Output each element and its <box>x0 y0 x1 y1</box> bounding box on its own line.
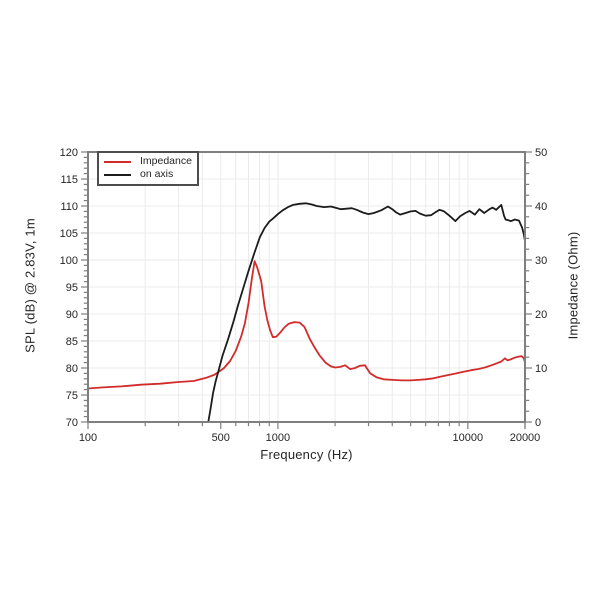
legend-label: on axis <box>140 168 174 180</box>
x-axis-title: Frequency (Hz) <box>260 447 353 462</box>
series <box>88 202 525 422</box>
y-left-tick-label: 95 <box>66 282 78 294</box>
y-left-tick-label: 90 <box>66 309 78 321</box>
y-left-tick-label: 115 <box>60 174 78 186</box>
impedance-line-sample <box>104 160 131 163</box>
y-left-tick-label: 105 <box>60 228 78 240</box>
y-axis-title-right: Impedance (Ohm) <box>565 231 581 340</box>
on-axis-curve <box>207 202 525 422</box>
y-left-tick-label: 80 <box>66 363 78 375</box>
x-tick-label: 500 <box>212 432 230 444</box>
legend: Impedance on axis <box>97 151 199 186</box>
y-right-tick-label: 0 <box>535 417 541 429</box>
y-right-tick-label: 30 <box>535 255 547 267</box>
x-tick-label: 100 <box>79 432 97 444</box>
plot-border <box>87 151 526 423</box>
y-right-tick-label: 40 <box>535 201 547 213</box>
y-left-tick-label: 70 <box>66 417 78 429</box>
grid <box>88 152 525 422</box>
y-right-tick-label: 10 <box>535 363 547 375</box>
x-tick-label: 20000 <box>510 432 541 444</box>
ticks <box>81 151 532 429</box>
y-left-tick-label: 85 <box>66 336 78 348</box>
x-tick-label: 1000 <box>266 432 290 444</box>
tick-labels: 100 500 1000 10000 2000070758085909510010511… <box>60 147 548 444</box>
x-tick-label: 10000 <box>453 432 484 444</box>
legend-label: Impedance <box>140 155 192 167</box>
legend-entry-impedance: Impedance <box>104 156 197 167</box>
y-left-tick-label: 75 <box>66 390 78 402</box>
y-left-tick-label: 110 <box>60 201 78 213</box>
y-left-tick-label: 100 <box>60 255 78 267</box>
impedance-curve <box>88 260 525 390</box>
y-left-tick-label: 120 <box>60 147 78 159</box>
legend-entry-on-axis: on axis <box>104 169 197 180</box>
y-right-tick-label: 20 <box>535 309 547 321</box>
on-axis-line-sample <box>104 173 131 176</box>
y-right-tick-label: 50 <box>535 147 547 159</box>
y-axis-title-left: SPL (dB) @ 2.83V, 1m <box>22 218 38 353</box>
